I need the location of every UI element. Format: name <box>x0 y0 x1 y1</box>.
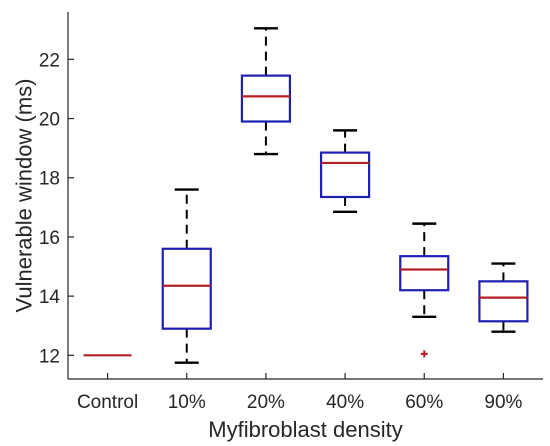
y-axis-label: Vulnerable window (ms) <box>12 79 37 313</box>
box-iqr <box>319 151 371 199</box>
box-5 <box>399 222 450 358</box>
box-iqr <box>399 255 450 292</box>
y-tick-label: 16 <box>39 228 60 249</box>
x-axis-label: Myfibroblast density <box>208 417 402 442</box>
y-ticks: 12 14 16 18 20 22 <box>39 50 74 367</box>
x-tick-label: 90% <box>484 392 522 413</box>
box-iqr <box>161 247 212 330</box>
x-tick-label: Control <box>77 392 138 413</box>
box-6 <box>478 262 529 333</box>
x-tick-label: 10% <box>168 392 206 413</box>
box-3 <box>240 27 292 156</box>
x-ticks: Control 10% 20% 40% 60% 90% <box>77 373 523 413</box>
boxes <box>83 27 529 364</box>
box-2 <box>161 188 212 364</box>
y-tick-label: 14 <box>39 287 61 308</box>
box-iqr <box>240 74 292 123</box>
y-tick-label: 20 <box>39 110 60 131</box>
x-tick-label: 40% <box>326 392 364 413</box>
x-tick-label: 60% <box>405 392 443 413</box>
x-tick-label: 20% <box>247 392 285 413</box>
y-tick-label: 18 <box>39 169 60 190</box>
axes <box>67 12 543 380</box>
y-tick-label: 12 <box>39 346 60 367</box>
box-4 <box>319 129 371 213</box>
box-iqr <box>478 280 529 323</box>
y-tick-label: 22 <box>39 50 60 71</box>
